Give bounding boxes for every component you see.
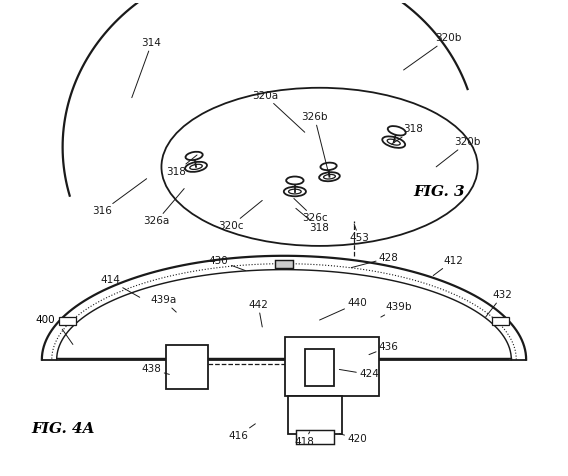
- Text: 326a: 326a: [143, 188, 184, 226]
- Text: 440: 440: [320, 298, 367, 320]
- Text: 438: 438: [141, 365, 169, 375]
- Text: 439b: 439b: [381, 302, 412, 317]
- FancyBboxPatch shape: [288, 396, 343, 434]
- Ellipse shape: [284, 187, 306, 196]
- Text: 326b: 326b: [302, 112, 329, 177]
- Text: 436: 436: [369, 342, 399, 355]
- FancyBboxPatch shape: [166, 345, 208, 389]
- Ellipse shape: [185, 162, 207, 172]
- FancyBboxPatch shape: [491, 317, 509, 325]
- Ellipse shape: [324, 174, 335, 179]
- Ellipse shape: [388, 126, 406, 136]
- Text: 414: 414: [100, 276, 140, 298]
- Ellipse shape: [320, 163, 337, 170]
- Text: FIG. 4A: FIG. 4A: [31, 422, 94, 436]
- Text: 420: 420: [339, 434, 367, 444]
- FancyBboxPatch shape: [285, 337, 379, 396]
- Text: 418: 418: [295, 432, 315, 446]
- Ellipse shape: [319, 172, 340, 181]
- Text: 416: 416: [228, 424, 256, 441]
- FancyBboxPatch shape: [296, 430, 335, 444]
- Ellipse shape: [382, 137, 405, 148]
- Text: 320c: 320c: [218, 200, 262, 231]
- Text: 320b: 320b: [436, 137, 481, 167]
- Text: 318: 318: [166, 155, 197, 177]
- Text: 430: 430: [209, 256, 245, 271]
- Text: 320b: 320b: [404, 33, 461, 70]
- Ellipse shape: [161, 88, 478, 246]
- Polygon shape: [42, 256, 526, 359]
- Text: 439a: 439a: [151, 295, 177, 312]
- FancyBboxPatch shape: [275, 260, 293, 268]
- Text: 412: 412: [433, 256, 463, 276]
- Text: 318: 318: [392, 124, 423, 144]
- Text: 453: 453: [349, 224, 369, 243]
- Text: 400: 400: [35, 315, 55, 325]
- FancyBboxPatch shape: [305, 349, 335, 386]
- Text: 318: 318: [296, 208, 329, 233]
- Text: 432: 432: [486, 290, 512, 317]
- Ellipse shape: [387, 139, 400, 145]
- Text: 314: 314: [132, 38, 161, 98]
- Text: 428: 428: [351, 253, 399, 268]
- Text: 424: 424: [339, 369, 379, 379]
- Ellipse shape: [289, 189, 301, 194]
- Text: 442: 442: [248, 300, 268, 327]
- Ellipse shape: [190, 164, 202, 169]
- Text: 316: 316: [92, 178, 147, 216]
- Text: 320a: 320a: [252, 91, 305, 132]
- Ellipse shape: [286, 177, 303, 184]
- Text: 326c: 326c: [294, 198, 327, 223]
- Text: FIG. 3: FIG. 3: [414, 185, 465, 198]
- FancyBboxPatch shape: [59, 317, 77, 325]
- Ellipse shape: [186, 152, 203, 160]
